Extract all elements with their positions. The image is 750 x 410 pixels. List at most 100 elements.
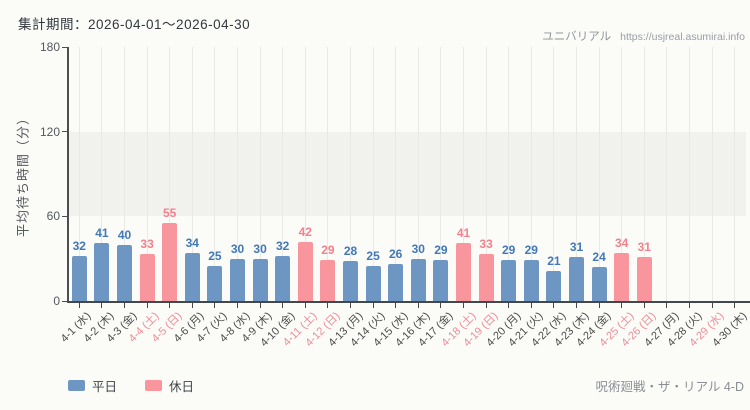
bar-value-label: 29 (434, 243, 448, 258)
gridline (417, 47, 419, 301)
gridline (101, 47, 103, 301)
bar-value-label: 25 (366, 248, 380, 263)
y-axis-tick-label: 120 (39, 124, 60, 139)
x-axis-tick (689, 303, 690, 308)
bar-value-label: 29 (321, 243, 335, 258)
bar (94, 243, 110, 301)
x-axis-tick (598, 303, 600, 308)
bar (343, 261, 358, 301)
gridline (304, 47, 306, 301)
attraction-name: 呪術廻戦・ザ・リアル 4-D (595, 380, 745, 394)
bar-value-label: 40 (117, 227, 132, 242)
watermark: ユニバリアル https://usjreal.asumirai.info (542, 28, 745, 44)
x-axis-tick (372, 303, 374, 308)
bar-value-label: 26 (389, 247, 403, 262)
gridline (282, 47, 284, 301)
page-title: 集計期間：2026-04-01～2026-04-30 (18, 17, 251, 32)
bar-value-label: 34 (615, 236, 629, 251)
y-axis-tick (62, 46, 68, 48)
bar (388, 264, 404, 301)
x-axis-tick (666, 303, 668, 308)
x-axis-tick (417, 303, 419, 308)
x-axis-tick (237, 303, 238, 308)
weekday-color-swatch (68, 380, 85, 391)
gridline (576, 47, 577, 301)
x-axis-tick (304, 303, 306, 308)
bar-value-label: 32 (276, 238, 290, 253)
bar (365, 265, 381, 301)
x-axis-tick (259, 303, 261, 308)
bar (636, 257, 652, 301)
x-axis-tick (553, 303, 555, 308)
gridline (372, 47, 374, 301)
x-axis-tick (463, 303, 464, 308)
x-axis-tick (508, 303, 510, 308)
x-axis-tick (146, 303, 148, 308)
gridline (621, 47, 623, 301)
gridline (191, 47, 193, 301)
y-axis-tick-label: 180 (39, 40, 60, 54)
bar (139, 254, 155, 301)
x-axis-tick (643, 303, 645, 308)
gridline (734, 47, 736, 301)
gridline (78, 47, 80, 301)
x-axis-tick (282, 303, 284, 308)
bar (252, 258, 268, 301)
bar-value-label: 55 (163, 206, 177, 221)
legend-label-weekday: 平日 (92, 380, 118, 394)
bar (501, 260, 517, 301)
x-axis-tick (711, 303, 713, 308)
gridline (530, 47, 532, 301)
gridline (485, 47, 487, 301)
y-axis-tick (62, 215, 68, 217)
gridline (327, 47, 329, 301)
x-axis-tick (440, 303, 442, 308)
bar (162, 223, 178, 301)
x-axis-tick (191, 303, 193, 308)
bar (591, 267, 607, 301)
gridline (463, 47, 464, 301)
gridline (214, 47, 216, 301)
y-axis-tick-label: 0 (53, 294, 60, 308)
gridline (711, 47, 713, 301)
gridline (124, 47, 125, 301)
x-axis-line (67, 301, 750, 303)
site-url: https://usjreal.asumirai.info (620, 31, 745, 43)
bar-value-label: 29 (502, 243, 516, 258)
bar-value-label: 41 (456, 226, 471, 241)
gridline (146, 47, 148, 301)
gridline (259, 47, 261, 301)
gridline (350, 47, 351, 301)
bar-value-label: 31 (569, 240, 584, 255)
gridline (237, 47, 238, 301)
bar (456, 243, 471, 301)
bar-value-label: 31 (637, 240, 651, 255)
brand-name: ユニバリアル (542, 31, 612, 43)
bar (410, 258, 426, 301)
background-band (68, 131, 746, 217)
bar-value-label: 28 (343, 244, 358, 259)
gridline (440, 47, 442, 301)
y-axis-line (67, 47, 69, 301)
bar (478, 254, 494, 301)
x-axis-tick (621, 303, 623, 308)
chart-legend: 平日 休日 (68, 376, 194, 395)
bar (320, 260, 336, 301)
legend-label-holiday: 休日 (169, 380, 195, 394)
x-axis-tick (124, 303, 125, 308)
plot-area: 0 60 120 180 4-1 (水) 32 4-2 (木) 41 4-3 (金) 40 4-4 … (40, 40, 750, 349)
bar-value-label: 24 (592, 250, 606, 265)
x-axis-tick (395, 303, 397, 308)
bar (546, 271, 562, 301)
x-axis-tick (214, 303, 216, 308)
bar (569, 257, 584, 301)
bar-value-label: 33 (479, 237, 493, 252)
bar-value-label: 30 (253, 241, 267, 256)
gridline (643, 47, 645, 301)
bar-value-label: 29 (524, 243, 538, 258)
gridline (598, 47, 600, 301)
y-axis-tick (62, 300, 68, 302)
bar-value-label: 42 (298, 224, 312, 239)
bar-value-label: 32 (72, 238, 86, 253)
